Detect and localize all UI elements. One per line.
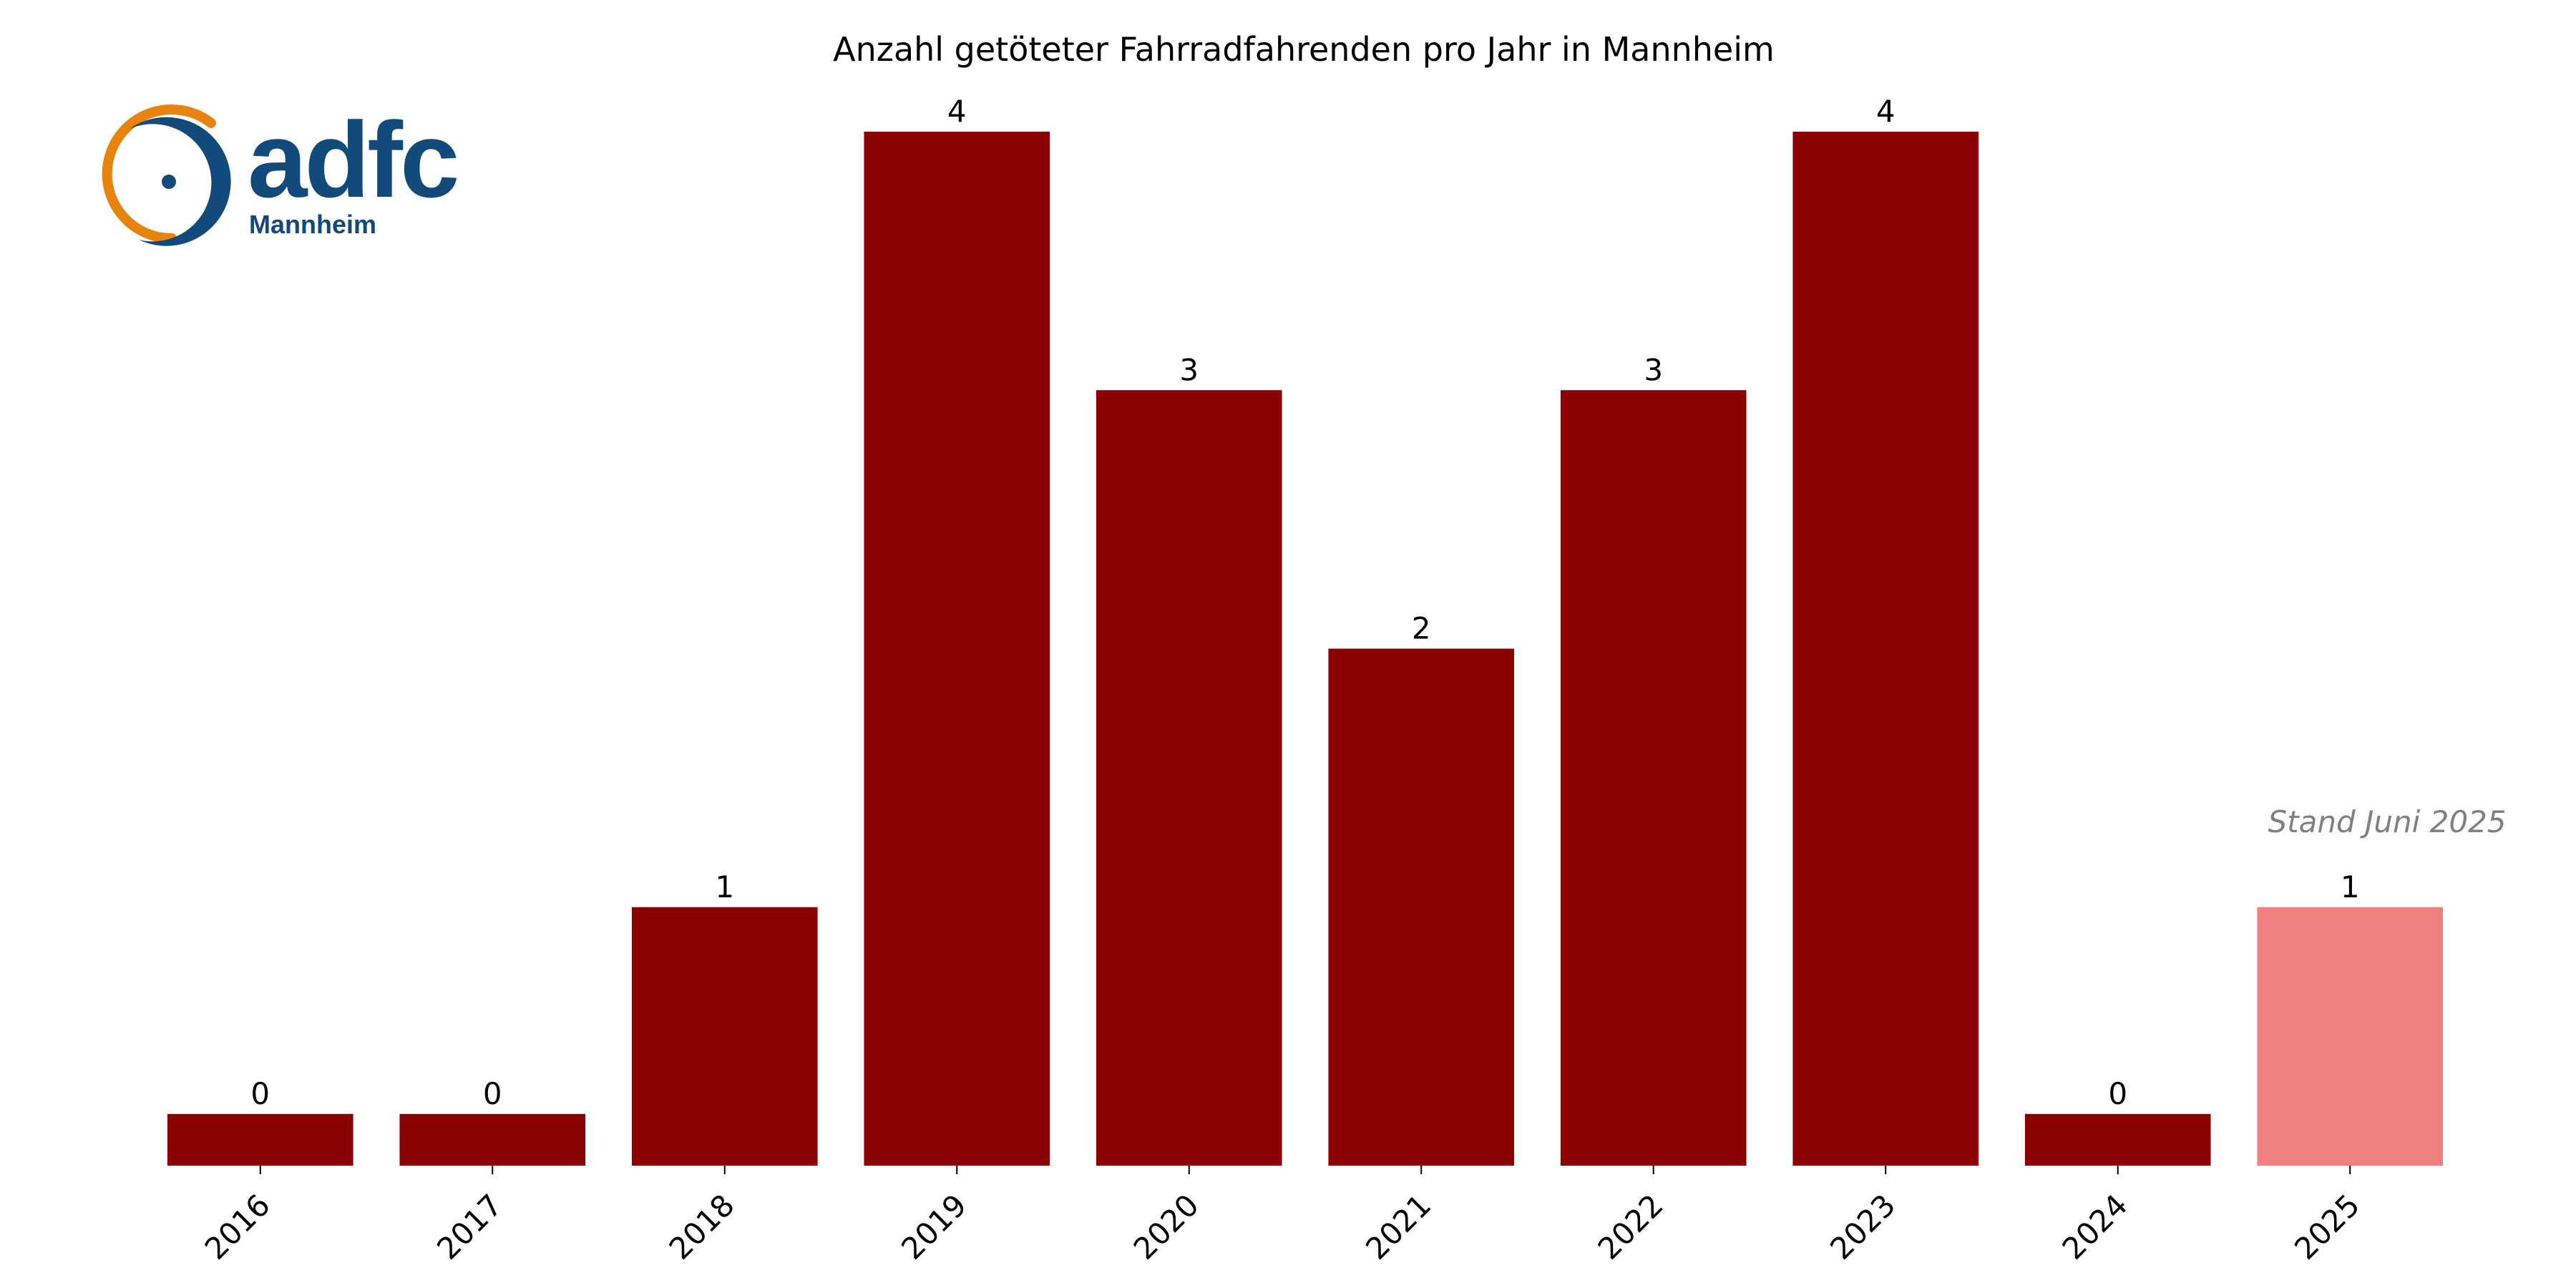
- bar-value-label-2023: 4: [1876, 94, 1896, 129]
- logo-subtitle: Mannheim: [249, 210, 376, 239]
- bar-value-label-2021: 2: [1412, 611, 1431, 646]
- bar-2017: [399, 1113, 586, 1166]
- status-note: Stand Juni 2025: [2268, 804, 2506, 839]
- bars-group: [167, 132, 2443, 1166]
- bar-value-label-2020: 3: [1179, 352, 1199, 387]
- x-tick-label-2020: 2020: [1127, 1187, 1206, 1266]
- chart-title: Anzahl getöteter Fahrradfahrenden pro Ja…: [833, 30, 1775, 69]
- bar-2024: [2024, 1113, 2211, 1166]
- bar-2018: [631, 907, 818, 1166]
- bar-value-label-2024: 0: [2108, 1076, 2127, 1111]
- bar-2019: [864, 132, 1050, 1166]
- bar-labels-group: 0 0 1 4 3 2 3 4 0 1: [250, 94, 2359, 1111]
- x-tick-label-2016: 2016: [198, 1187, 277, 1266]
- bar-2016: [167, 1113, 353, 1166]
- logo-wordmark: adfc: [248, 99, 457, 220]
- x-tick-label-2021: 2021: [1359, 1187, 1438, 1266]
- x-tick-label-2022: 2022: [1591, 1187, 1670, 1266]
- x-tick-label-2017: 2017: [430, 1187, 509, 1266]
- bar-value-label-2019: 4: [947, 94, 967, 129]
- x-tick-label-2023: 2023: [1823, 1187, 1902, 1266]
- bar-value-label-2017: 0: [483, 1076, 502, 1111]
- bar-2020: [1096, 390, 1282, 1166]
- logo-dot: [162, 175, 176, 189]
- bar-2021: [1328, 648, 1515, 1166]
- adfc-logo: adfc Mannheim: [102, 99, 460, 246]
- bar-2025: [2257, 907, 2443, 1166]
- bar-value-label-2018: 1: [715, 869, 734, 904]
- x-tick-label-2019: 2019: [894, 1187, 973, 1266]
- logo-orange-arc: [102, 104, 216, 244]
- bar-2023: [1792, 132, 1979, 1166]
- bar-value-label-2025: 1: [2341, 869, 2360, 904]
- logo-blue-ring: [130, 117, 231, 246]
- x-tick-label-2024: 2024: [2056, 1187, 2135, 1266]
- bar-2022: [1560, 390, 1747, 1166]
- x-tick-label-2025: 2025: [2288, 1187, 2366, 1266]
- bar-value-label-2016: 0: [250, 1076, 270, 1111]
- x-tick-labels: 2016 2017 2018 2019 2020 2021 2022 2023 2024 2025: [198, 1166, 2366, 1267]
- bar-value-label-2022: 3: [1644, 352, 1663, 387]
- x-tick-label-2018: 2018: [663, 1187, 741, 1266]
